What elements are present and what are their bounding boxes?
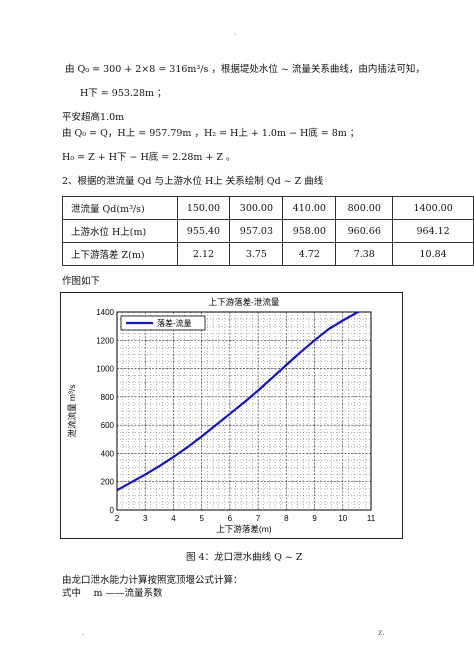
y-tick-label: 0 (110, 506, 115, 515)
y-tick-label: 1400 (96, 308, 114, 317)
table-cell: 2.12 (176, 242, 231, 266)
x-tick-label: 7 (256, 514, 261, 523)
text-after-1: 由龙口泄水能力计算按照宽顶堰公式计算： (62, 575, 243, 586)
series-line (117, 312, 361, 492)
x-tick-label: 9 (312, 514, 317, 523)
x-tick-label: 4 (171, 514, 176, 523)
table-cell: 800.00 (335, 196, 394, 220)
legend-label: 落差-流量 (157, 318, 192, 328)
text-line-6: 2、根据的泄流量 Qd 与上游水位 H上 关系绘制 Qd ~ Z 曲线 (62, 176, 324, 187)
table-row: 上下游落差 Z(m) 2.12 3.75 4.72 7.38 10.84 (62, 242, 474, 266)
table-cell: 410.00 (282, 196, 337, 220)
x-tick-label: 10 (338, 514, 347, 523)
table-cell: 1400.00 (392, 196, 474, 220)
y-axis-label: 泄流流量 m³/s (67, 385, 77, 438)
table-row-label: 上游水位 H上(m) (62, 219, 178, 243)
table-row-label: 上下游落差 Z(m) (62, 242, 178, 266)
figure-intro: 作图如下 (62, 276, 101, 287)
header-mark: · (234, 30, 237, 39)
table-cell: 4.72 (282, 242, 337, 266)
x-tick-label: 6 (228, 514, 233, 523)
figure-caption: 图 4：龙口泄水曲线 Q ~ Z (186, 552, 303, 563)
text-line-3: 平安超高1.0m (62, 112, 125, 123)
table-row-label: 泄流量 Qd(m³/s) (62, 196, 178, 220)
table-cell: 7.38 (335, 242, 394, 266)
table-cell: 3.75 (229, 242, 284, 266)
table-cell: 957.03 (229, 219, 284, 243)
footer-left-mark: . (82, 628, 85, 637)
legend-box (120, 315, 206, 331)
table-cell: 10.84 (392, 242, 474, 266)
table-cell: 150.00 (176, 196, 231, 220)
text-line-2: H下 = 953.28m ； (80, 88, 167, 99)
table-cell: 964.12 (392, 219, 474, 243)
y-tick-label: 600 (101, 421, 115, 430)
figure-frame: 2 3 4 5 6 7 8 9 10 11 0 200 400 600 800 1000 1200 1400 上下游… (60, 292, 403, 539)
table-cell: 955.40 (176, 219, 231, 243)
text-line-1: 由 Q₀ = 300 + 2×8 = 316m³/s ，根据堤处水位 ~ 流量关… (65, 64, 425, 75)
chart-svg: 2 3 4 5 6 7 8 9 10 11 0 200 400 600 800 1000 1200 1400 上下游… (67, 297, 376, 534)
text-line-4: 由 Q₀ = Q，H上 = 957.79m ，H₂ = H上 + 1.0m − … (62, 128, 360, 139)
table-row: 上游水位 H上(m) 955.40 957.03 958.00 960.66 9… (62, 219, 474, 243)
footer-right-mark: z. (378, 628, 385, 637)
data-table: 泄流量 Qd(m³/s) 150.00 300.00 410.00 800.00… (62, 196, 474, 266)
x-tick-label: 2 (115, 514, 120, 523)
table-cell: 958.00 (282, 219, 337, 243)
y-tick-label: 1000 (96, 365, 114, 374)
chart-title: 上下游落差-泄流量 (209, 297, 280, 307)
table-row: 泄流量 Qd(m³/s) 150.00 300.00 410.00 800.00… (62, 196, 474, 220)
text-line-5: H₀ = Z + H下 − H底 = 2.28m + Z 。 (62, 152, 236, 163)
table-cell: 300.00 (229, 196, 284, 220)
x-tick-label: 3 (143, 514, 148, 523)
table-cell: 960.66 (335, 219, 394, 243)
y-tick-label: 800 (101, 393, 115, 402)
x-axis-label: 上下游落差(m) (216, 524, 271, 534)
x-tick-label: 5 (199, 514, 204, 523)
x-tick-label: 8 (284, 514, 289, 523)
y-tick-label: 400 (101, 449, 115, 458)
y-tick-label: 200 (101, 478, 115, 487)
x-tick-label: 11 (367, 514, 376, 523)
y-tick-label: 1200 (96, 336, 114, 345)
text-after-2: 式中 m ——流量系数 (62, 588, 163, 599)
plot-frame (116, 311, 372, 511)
